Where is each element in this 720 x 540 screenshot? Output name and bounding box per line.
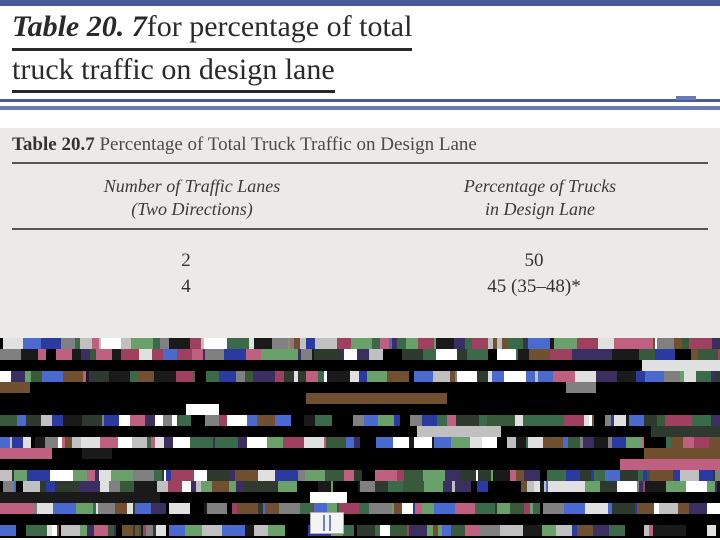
cell-lanes: 2 — [40, 250, 332, 272]
page-number-box — [310, 512, 344, 534]
table-row: 2 50 — [12, 248, 708, 274]
cell-pct: 45 (35–48)* — [388, 276, 680, 298]
slide-title-block: Table 20. 7 for percentage of total truc… — [0, 0, 720, 102]
table-body: 2 50 4 45 (35–48)* — [12, 230, 708, 300]
table-headers: Number of Traffic Lanes (Two Directions)… — [12, 165, 708, 230]
top-accent-bar — [0, 0, 720, 6]
table-caption-text: Percentage of Total Truck Traffic on Des… — [99, 134, 476, 155]
header-col-2-line1: Percentage of Trucks — [464, 175, 616, 198]
header-col-2: Percentage of Trucks in Design Lane — [464, 175, 616, 222]
cell-pct: 50 — [388, 250, 680, 272]
page-number-glyph — [323, 515, 331, 531]
title-rest-1: for percentage of total — [147, 8, 413, 51]
header-col-1-line2: (Two Directions) — [104, 198, 281, 221]
table-region: Table 20.7 Percentage of Total Truck Tra… — [0, 128, 720, 538]
table-top-rule — [12, 162, 708, 164]
cell-lanes: 4 — [40, 276, 332, 298]
title-line-2-text: truck traffic on design lane — [12, 51, 335, 94]
corrupted-region — [0, 338, 720, 538]
header-col-1: Number of Traffic Lanes (Two Directions) — [104, 175, 281, 222]
title-line-2: truck traffic on design lane — [12, 51, 708, 94]
accent-dash — [676, 96, 696, 100]
header-col-2-line2: in Design Lane — [464, 198, 616, 221]
title-line-1: Table 20. 7 for percentage of total — [12, 8, 708, 51]
table-number: Table 20.7 — [12, 134, 95, 155]
table-row: 4 45 (35–48)* — [12, 274, 708, 300]
title-bold: Table 20. 7 — [12, 8, 147, 51]
header-col-1-line1: Number of Traffic Lanes — [104, 175, 281, 198]
accent-underline — [0, 106, 720, 110]
table-caption: Table 20.7 Percentage of Total Truck Tra… — [12, 134, 708, 156]
